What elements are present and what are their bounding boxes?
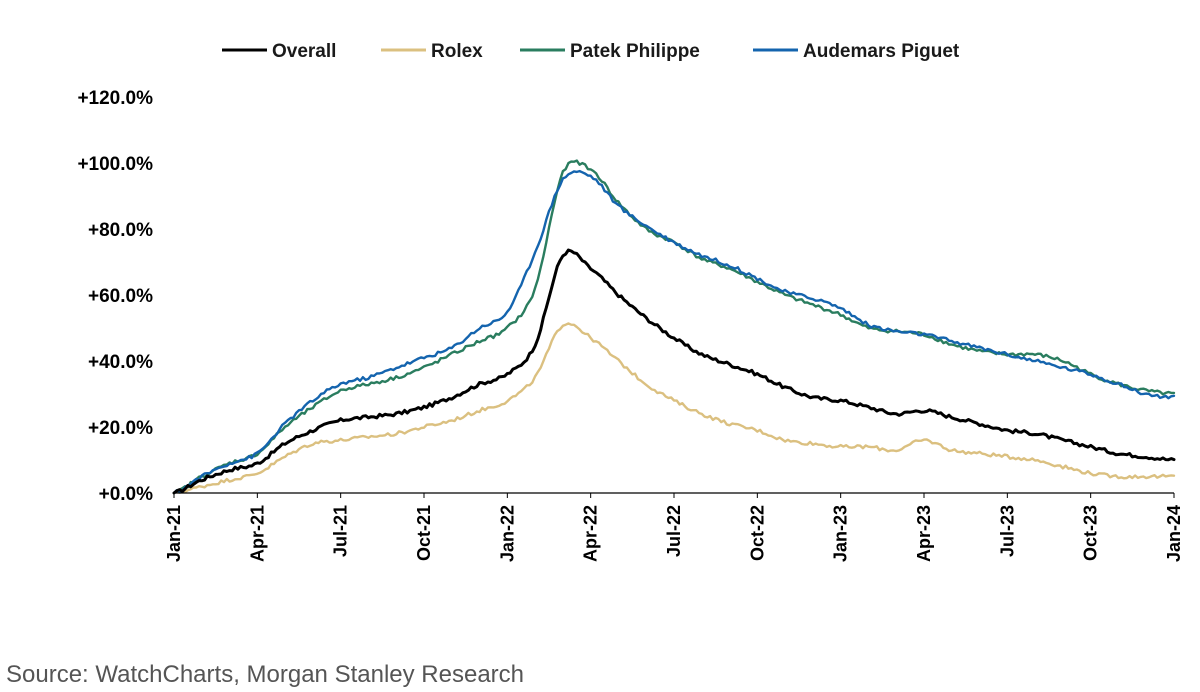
y-axis-tick-labels: +0.0% +20.0% +40.0% +60.0% +80.0% +100.0% +120… bbox=[77, 88, 153, 505]
series-line-audemars-piguet bbox=[172, 169, 1176, 495]
source-note: Source: WatchCharts, Morgan Stanley Rese… bbox=[6, 661, 525, 688]
x-tick-label: Apr-22 bbox=[581, 505, 601, 562]
y-tick-label: +0.0% bbox=[99, 484, 154, 505]
legend-label: Audemars Piguet bbox=[803, 41, 960, 62]
legend-label: Patek Philippe bbox=[570, 41, 700, 62]
x-axis-tick-labels: Jan-21 Apr-21 Jul-21 Oct-21 Jan-22 Apr-22 Jul-… bbox=[164, 493, 1184, 562]
y-tick-label: +80.0% bbox=[88, 220, 153, 241]
x-tick-label: Jan-21 bbox=[164, 505, 184, 562]
x-tick-label: Oct-21 bbox=[414, 505, 434, 561]
x-tick-label: Jan-24 bbox=[1164, 505, 1184, 562]
y-tick-label: +120.0% bbox=[77, 88, 153, 109]
y-tick-label: +20.0% bbox=[88, 418, 153, 439]
y-tick-label: +60.0% bbox=[88, 286, 153, 307]
x-tick-label: Jan-22 bbox=[497, 505, 517, 562]
legend-label: Overall bbox=[272, 41, 336, 62]
x-tick-label: Apr-23 bbox=[914, 505, 934, 562]
series-line-overall bbox=[172, 248, 1176, 495]
x-tick-label: Jan-23 bbox=[831, 505, 851, 562]
x-tick-label: Jul-22 bbox=[664, 505, 684, 557]
x-tick-label: Jul-23 bbox=[997, 505, 1017, 557]
legend-label: Rolex bbox=[431, 41, 483, 62]
x-tick-label: Oct-22 bbox=[747, 505, 767, 561]
series-line-patek-philippe bbox=[172, 159, 1176, 495]
x-tick-label: Oct-23 bbox=[1081, 505, 1101, 561]
y-tick-label: +100.0% bbox=[77, 154, 153, 175]
series-line-rolex bbox=[172, 322, 1176, 495]
series-lines bbox=[172, 159, 1176, 495]
x-tick-label: Apr-21 bbox=[247, 505, 267, 562]
x-tick-label: Jul-21 bbox=[331, 505, 351, 557]
y-tick-label: +40.0% bbox=[88, 352, 153, 373]
chart-legend: Overall Rolex Patek Philippe Audemars Pigue… bbox=[222, 41, 960, 62]
